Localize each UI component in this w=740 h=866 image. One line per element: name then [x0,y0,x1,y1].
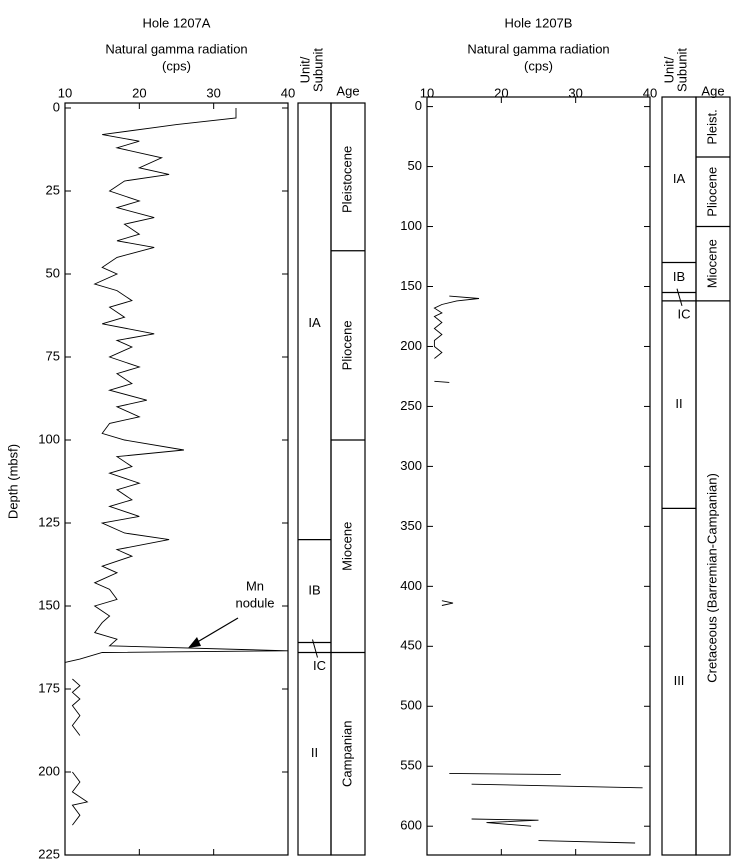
ages-label: Pliocene [339,320,354,370]
plot-frame [426,96,651,856]
x-tick-label: 20 [494,85,508,100]
y-tick-label: 250 [400,398,422,413]
units-label: IB [673,269,685,284]
y-tick-label: 400 [400,578,422,593]
ages-label: Campanian [339,720,354,787]
ages-label: Pleistocene [339,146,354,213]
y-tick-label: 300 [400,458,422,473]
y-tick-label: 125 [38,514,60,529]
y-tick-label: 100 [38,431,60,446]
x-axis-unit: (cps) [524,58,553,73]
leader [676,288,683,307]
y-tick-label: 500 [400,698,422,713]
x-tick-label: 10 [58,85,72,100]
gamma-line [434,380,450,383]
plot-frame [64,102,289,856]
gamma-line [71,678,81,736]
units-label: II [675,396,682,411]
y-tick-label: 25 [46,182,60,197]
age-header: Age [701,83,724,98]
unit-column [661,96,697,856]
y-tick-label: 100 [400,218,422,233]
x-axis-label: Natural gamma radiation [467,41,609,56]
y-tick-label: 600 [400,818,422,833]
x-tick-label: 30 [206,85,220,100]
chart-title: Hole 1207B [505,15,573,30]
unit-header: Unit/ [297,56,312,83]
annotation: Mn [246,578,264,593]
ages-label: Miocene [339,522,354,571]
y-tick-label: 350 [400,518,422,533]
unit-column [297,102,332,856]
y-tick-label: 200 [38,763,60,778]
gamma-line [449,772,561,776]
annotation: nodule [235,595,274,610]
unit-header: Subunit [674,48,689,92]
units-label: IC [678,306,691,321]
arrow-head [188,637,201,648]
units-label: II [311,745,318,760]
ages-label: Pliocene [704,167,719,217]
x-axis-label: Natural gamma radiation [105,41,247,56]
y-tick-label: 150 [400,278,422,293]
unit-header: Unit/ [661,56,676,83]
x-tick-label: 40 [281,85,295,100]
units-label: IC [313,658,326,673]
x-tick-label: 10 [420,85,434,100]
unit-header: Subunit [310,48,325,92]
units-label: IB [308,582,320,597]
y-tick-label: 50 [408,158,422,173]
age-header: Age [336,83,359,98]
y-tick-label: 50 [46,265,60,280]
ages-label: Pleist. [704,109,719,144]
units-label: IA [308,315,321,330]
x-axis-unit: (cps) [162,58,191,73]
ages-label: Miocene [704,239,719,288]
x-tick-label: 30 [568,85,582,100]
y-tick-label: 0 [415,98,422,113]
x-tick-label: 20 [132,85,146,100]
gamma-line [433,295,480,359]
units-label: III [674,673,685,688]
gamma-line [441,600,454,606]
y-tick-label: 150 [38,597,60,612]
x-tick-label: 40 [643,85,657,100]
y-tick-label: 450 [400,638,422,653]
y-tick-label: 75 [46,348,60,363]
y-tick-label: 200 [400,338,422,353]
gamma-line [538,840,636,844]
y-axis-label: Depth (mbsf) [5,444,20,519]
y-tick-label: 175 [38,680,60,695]
y-tick-label: 225 [38,846,60,861]
annotation-arrow [193,617,239,645]
gamma-line [64,108,289,663]
y-tick-label: 0 [53,99,60,114]
units-label: IA [673,171,686,186]
age-column [330,102,366,856]
ages-label: Cretaceous (Barremian-Campanian) [704,473,719,683]
y-tick-label: 550 [400,758,422,773]
chart-title: Hole 1207A [143,15,211,30]
gamma-line [471,818,539,827]
gamma-line [71,771,89,826]
gamma-line [471,783,643,789]
age-column [695,96,731,856]
leader [312,639,318,658]
